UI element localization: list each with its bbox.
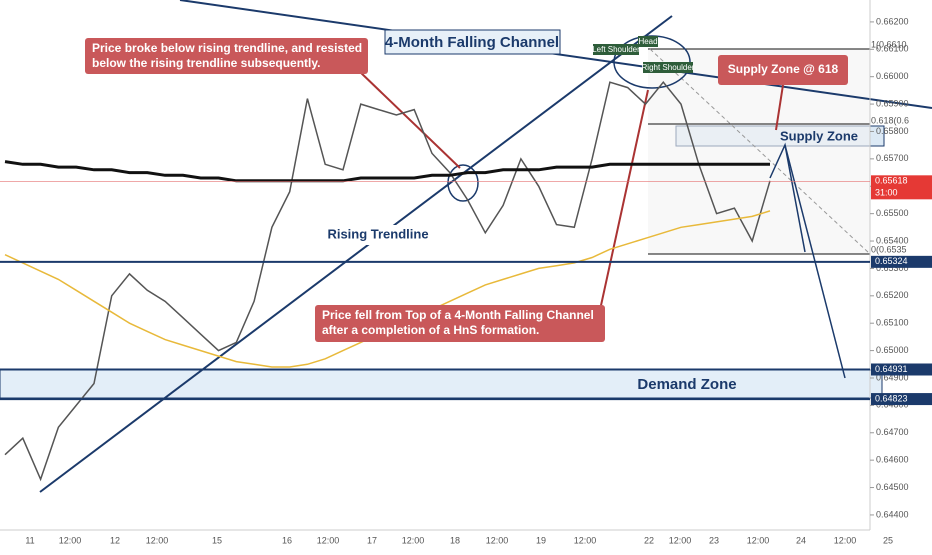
price-tag: [871, 175, 932, 200]
note: Price fell from Top of a 4-Month Falling…: [322, 308, 594, 322]
y-tick-label: 0.65500: [876, 208, 909, 218]
y-tick-label: 0.65800: [876, 126, 909, 136]
y-tick-label: 0.65200: [876, 290, 909, 300]
x-tick-label: 12:00: [574, 535, 597, 545]
demand-zone: [0, 369, 883, 399]
note: below the rising trendline subsequently.: [92, 56, 320, 70]
label-bg: [328, 225, 428, 245]
demand-label: Demand Zone: [637, 376, 736, 393]
y-tick-label: 0.64700: [876, 427, 909, 437]
y-tick-label: 0.65400: [876, 235, 909, 245]
y-tick-label: 0.66000: [876, 71, 909, 81]
fib-label: 0(0.6535: [871, 244, 907, 254]
note-box: [718, 55, 848, 85]
arrow: [599, 89, 649, 311]
x-tick-label: 11: [25, 535, 34, 545]
fib-label: 0.618(0.6: [871, 115, 909, 125]
y-tick-label: 0.65900: [876, 98, 909, 108]
fib-label: 1(0.6610: [871, 39, 907, 49]
note: Price broke below rising trendline, and …: [92, 41, 362, 55]
level-tag: [871, 393, 932, 406]
x-tick-label: 12:00: [146, 535, 169, 545]
x-tick-label: 17: [367, 535, 377, 545]
tag-text: Head: [638, 37, 657, 46]
tag: [638, 36, 658, 47]
price-label: 0.65618: [875, 176, 908, 186]
tag-text: Right Shoulder: [642, 63, 695, 72]
x-tick-label: 12:00: [834, 535, 857, 545]
tag: [643, 62, 693, 73]
y-tick-label: 0.64600: [876, 455, 909, 465]
x-tick-label: 12:00: [402, 535, 425, 545]
x-tick-label: 22: [644, 535, 654, 545]
x-tick-label: 12:00: [669, 535, 692, 545]
x-tick-label: 24: [796, 535, 806, 545]
level-label: 0.65324: [875, 256, 908, 266]
x-tick-label: 18: [450, 535, 460, 545]
x-tick-label: 12:00: [317, 535, 340, 545]
x-tick-label: 25: [883, 535, 893, 545]
arrow: [357, 69, 461, 169]
level-tag: [871, 255, 932, 268]
rising-label: Rising Trendline: [327, 226, 428, 241]
note-box: [85, 38, 368, 74]
level-tag: [871, 363, 932, 376]
y-tick-label: 0.65100: [876, 318, 909, 328]
time-label: 31:00: [875, 188, 898, 198]
tag: [593, 44, 639, 55]
y-tick-label: 0.66100: [876, 44, 909, 54]
x-tick-label: 12:00: [486, 535, 509, 545]
series-line: [4, 160, 770, 183]
x-tick-label: 15: [212, 535, 222, 545]
arrow: [775, 84, 784, 131]
tag-text: Left Shoulder: [592, 45, 640, 54]
channel-label: 4-Month Falling Channel: [385, 34, 559, 51]
channel-box: [384, 29, 561, 55]
x-tick-label: 12: [110, 535, 120, 545]
level-label: 0.64823: [875, 393, 908, 403]
x-tick-label: 12:00: [59, 535, 82, 545]
y-tick-label: 0.64400: [876, 509, 909, 519]
break-circle: [447, 164, 479, 202]
y-tick-label: 0.64900: [876, 372, 909, 382]
series-line: [4, 81, 771, 482]
x-tick-label: 12:00: [747, 535, 770, 545]
x-tick-label: 23: [709, 535, 719, 545]
y-tick-label: 0.64500: [876, 482, 909, 492]
x-tick-label: 16: [282, 535, 292, 545]
x-tick-label: 19: [536, 535, 546, 545]
level-label: 0.64931: [875, 364, 908, 374]
note: Supply Zone @ 618: [728, 62, 839, 76]
y-tick-label: 0.66200: [876, 16, 909, 26]
rising-trendline: [39, 15, 673, 493]
note-box: [315, 305, 605, 342]
y-tick-label: 0.65000: [876, 345, 909, 355]
y-tick-label: 0.65700: [876, 153, 909, 163]
note: after a completion of a HnS formation.: [322, 323, 539, 337]
fib-diagonal: [649, 48, 871, 255]
supply-label: Supply Zone: [780, 128, 858, 143]
